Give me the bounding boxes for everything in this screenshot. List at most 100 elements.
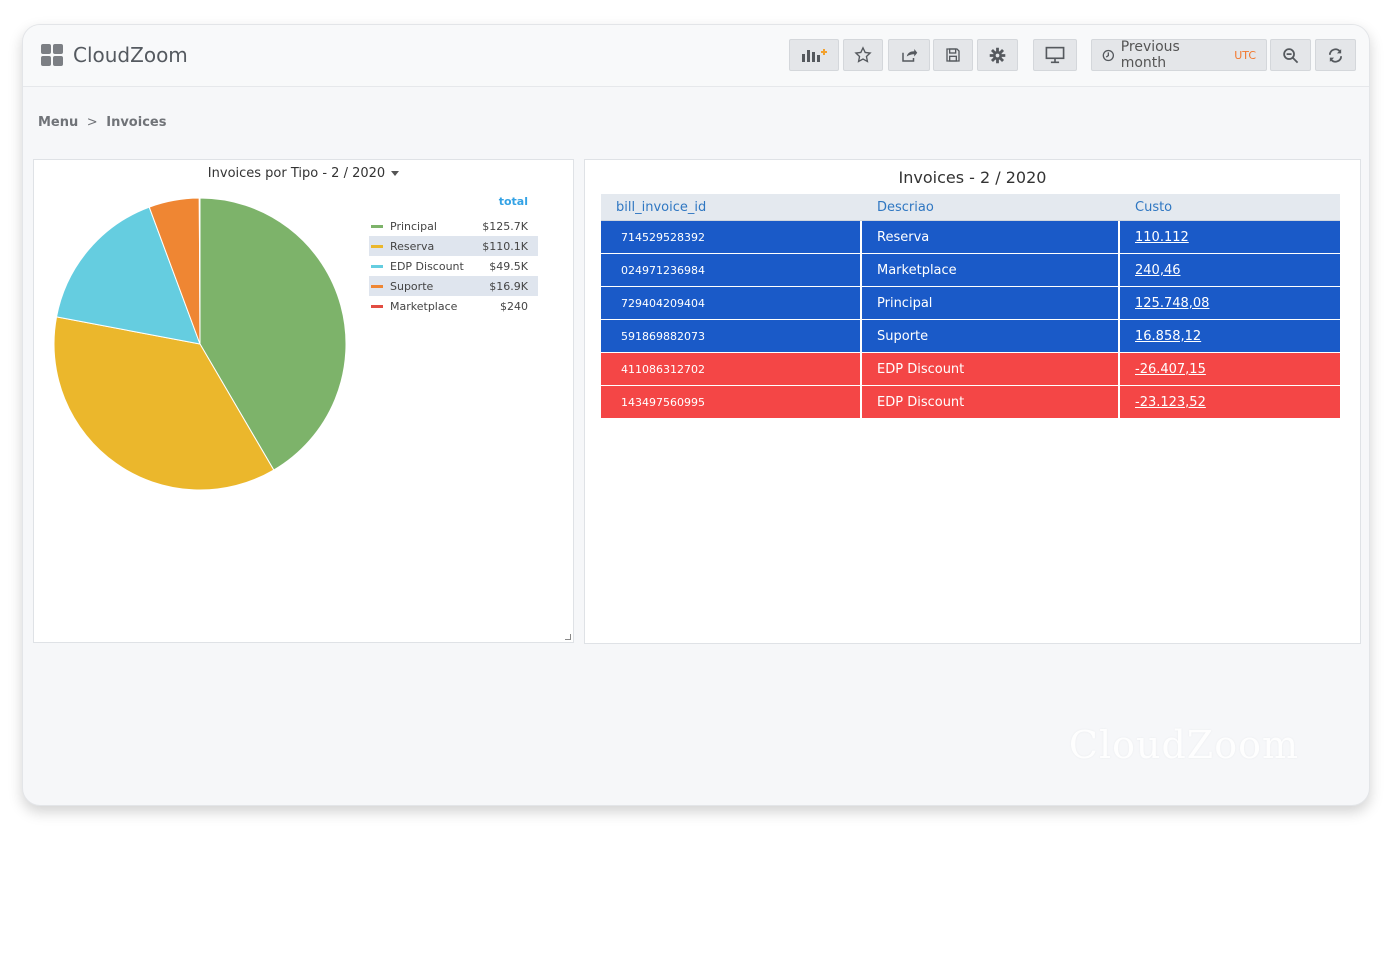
legend-item[interactable]: Reserva $110.1K — [369, 236, 538, 256]
cost-cell[interactable]: 240,46 — [1120, 254, 1340, 287]
description-cell: Reserva — [862, 221, 1120, 254]
share-icon — [902, 49, 918, 62]
pie-chart-panel: Invoices por Tipo - 2 / 2020 total Princ… — [33, 159, 574, 643]
star-icon — [854, 46, 872, 63]
legend-swatch — [371, 304, 383, 308]
cost-cell[interactable]: -26.407,15 — [1120, 353, 1340, 386]
pie-slice-reserva[interactable] — [53, 316, 275, 491]
column-header-bill-invoice-id[interactable]: bill_invoice_id — [601, 194, 862, 221]
breadcrumb-separator: > — [86, 115, 98, 130]
pie-slice-marketplace[interactable] — [198, 197, 201, 345]
tv-mode-button[interactable] — [1033, 39, 1077, 71]
pie-chart — [53, 197, 347, 491]
time-range-picker[interactable]: Previous month UTC — [1091, 39, 1267, 71]
legend-label: Principal — [390, 219, 437, 233]
resize-handle[interactable] — [565, 634, 571, 640]
legend-value: $125.7K — [482, 219, 528, 233]
breadcrumb-current[interactable]: Invoices — [106, 115, 167, 130]
cost-cell-text[interactable]: 240,46 — [1135, 262, 1181, 278]
description-cell: Principal — [862, 287, 1120, 320]
legend-label: Marketplace — [390, 299, 458, 313]
description-cell: EDP Discount — [862, 353, 1120, 386]
description-cell-text: Reserva — [877, 229, 930, 245]
star-button[interactable] — [843, 39, 883, 71]
invoice-id-cell: 411086312702 — [601, 353, 862, 386]
legend-item[interactable]: Suporte $16.9K — [369, 276, 538, 296]
legend-header[interactable]: total — [498, 195, 528, 208]
cost-cell-text[interactable]: -23.123,52 — [1135, 394, 1206, 410]
cost-cell-text[interactable]: 110.112 — [1135, 229, 1189, 245]
breadcrumb-root[interactable]: Menu — [38, 115, 79, 130]
search-icon — [1283, 47, 1299, 63]
legend-value: $240 — [500, 299, 528, 313]
legend-item[interactable]: Marketplace $240 — [369, 296, 538, 316]
cost-cell[interactable]: -23.123,52 — [1120, 386, 1340, 419]
share-button[interactable] — [888, 39, 930, 71]
cost-cell[interactable]: 110.112 — [1120, 221, 1340, 254]
cost-cell[interactable]: 16.858,12 — [1120, 320, 1340, 353]
pie-slice-edp-discount[interactable] — [55, 206, 201, 345]
add-panel-icon — [802, 49, 827, 62]
invoice-id-cell: 143497560995 — [601, 386, 862, 419]
table-row: 143497560995 EDP Discount -23.123,52 — [601, 386, 1340, 419]
cost-cell-text[interactable]: -26.407,15 — [1135, 361, 1206, 377]
dashboard-grid-icon — [41, 44, 63, 66]
invoice-id-cell-text: 729404209404 — [621, 296, 705, 310]
legend-swatch — [371, 244, 383, 248]
legend-swatch — [371, 224, 383, 228]
pie-panel-title-text: Invoices por Tipo - 2 / 2020 — [207, 166, 386, 181]
save-button[interactable] — [933, 39, 973, 71]
legend-value: $110.1K — [482, 239, 528, 253]
table-row: 714529528392 Reserva 110.112 — [601, 221, 1340, 254]
column-header-descriao[interactable]: Descriao — [862, 194, 1120, 221]
clock-icon — [1102, 49, 1115, 61]
time-range-label: Previous month — [1120, 39, 1180, 71]
timezone-label: UTC — [1234, 48, 1256, 62]
invoice-id-cell: 729404209404 — [601, 287, 862, 320]
legend-label: EDP Discount — [390, 259, 464, 273]
zoom-out-button[interactable] — [1270, 39, 1311, 71]
pie-panel-title[interactable]: Invoices por Tipo - 2 / 2020 — [34, 166, 573, 181]
description-cell-text: EDP Discount — [877, 394, 965, 410]
legend-item[interactable]: EDP Discount $49.5K — [369, 256, 538, 276]
cost-cell-text[interactable]: 125.748,08 — [1135, 295, 1210, 311]
add-panel-button[interactable] — [789, 39, 839, 71]
invoice-id-cell-text: 024971236984 — [621, 263, 705, 277]
refresh-button[interactable] — [1315, 39, 1356, 71]
legend-value: $49.5K — [489, 259, 528, 273]
invoice-id-cell-text: 143497560995 — [621, 395, 705, 409]
legend-label: Reserva — [390, 239, 435, 253]
description-cell-text: Principal — [877, 295, 933, 311]
invoice-id-cell-text: 411086312702 — [621, 362, 705, 376]
table-row: 591869882073 Suporte 16.858,12 — [601, 320, 1340, 353]
pie-slice-principal[interactable] — [199, 197, 347, 471]
legend-swatch — [371, 264, 383, 268]
description-cell-text: EDP Discount — [877, 361, 965, 377]
column-header-custo[interactable]: Custo — [1120, 194, 1340, 221]
brand[interactable]: CloudZoom — [41, 43, 188, 67]
table-row: 729404209404 Principal 125.748,08 — [601, 287, 1340, 320]
breadcrumb: Menu > Invoices — [38, 115, 166, 130]
description-cell: EDP Discount — [862, 386, 1120, 419]
legend-swatch — [371, 284, 383, 288]
cost-cell[interactable]: 125.748,08 — [1120, 287, 1340, 320]
legend-item[interactable]: Principal $125.7K — [369, 216, 538, 236]
description-cell-text: Suporte — [877, 328, 929, 344]
watermark-logo: CloudZoom — [1068, 723, 1299, 767]
caret-down-icon — [391, 171, 400, 176]
invoice-id-cell: 024971236984 — [601, 254, 862, 287]
table-panel-title[interactable]: Invoices - 2 / 2020 — [898, 168, 1047, 187]
cost-cell-text[interactable]: 16.858,12 — [1135, 328, 1202, 344]
description-cell: Suporte — [862, 320, 1120, 353]
refresh-icon — [1328, 48, 1343, 62]
invoice-id-cell-text: 714529528392 — [621, 230, 705, 244]
description-cell-text: Marketplace — [877, 262, 957, 278]
table-row: 411086312702 EDP Discount -26.407,15 — [601, 353, 1340, 386]
settings-button[interactable] — [977, 39, 1018, 71]
pie-legend: total Principal $125.7K Reserva $110.1K EDP … — [369, 194, 538, 316]
invoice-id-cell-text: 591869882073 — [621, 329, 705, 343]
description-cell: Marketplace — [862, 254, 1120, 287]
monitor-icon — [1045, 46, 1065, 64]
table-header-row: bill_invoice_id Descriao Custo — [601, 194, 1340, 221]
table-row: 024971236984 Marketplace 240,46 — [601, 254, 1340, 287]
